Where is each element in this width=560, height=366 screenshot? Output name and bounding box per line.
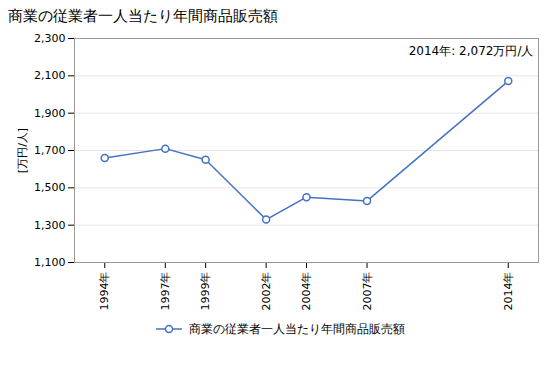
svg-text:1,300: 1,300 — [34, 219, 66, 232]
svg-text:2002年: 2002年 — [260, 272, 273, 311]
html-text:商業の従業者一人当たり年間商品販売額: 商業の従業者一人当たり年間商品販売額 — [8, 7, 278, 25]
svg-text:1999年: 1999年 — [199, 272, 212, 311]
html-text:商業の従業者一人当たり年間商品販売額: 商業の従業者一人当たり年間商品販売額 — [189, 321, 405, 336]
svg-text:1994年: 1994年 — [98, 272, 111, 311]
svg-text:2,100: 2,100 — [34, 69, 66, 82]
svg-text:1,700: 1,700 — [34, 144, 66, 157]
svg-text:2014年: 2014年 — [502, 272, 515, 311]
svg-text:1,100: 1,100 — [34, 256, 66, 269]
svg-text:2007年: 2007年 — [361, 272, 374, 311]
svg-text:2,300: 2,300 — [34, 32, 66, 45]
svg-text:[万円/人]: [万円/人] — [16, 128, 29, 173]
svg-text:2014年: 2,072万円/人: 2014年: 2,072万円/人 — [409, 44, 534, 58]
svg-text:1,500: 1,500 — [34, 181, 66, 194]
svg-text:1997年: 1997年 — [159, 272, 172, 311]
svg-text:2004年: 2004年 — [300, 272, 313, 311]
svg-text:1,900: 1,900 — [34, 107, 66, 120]
